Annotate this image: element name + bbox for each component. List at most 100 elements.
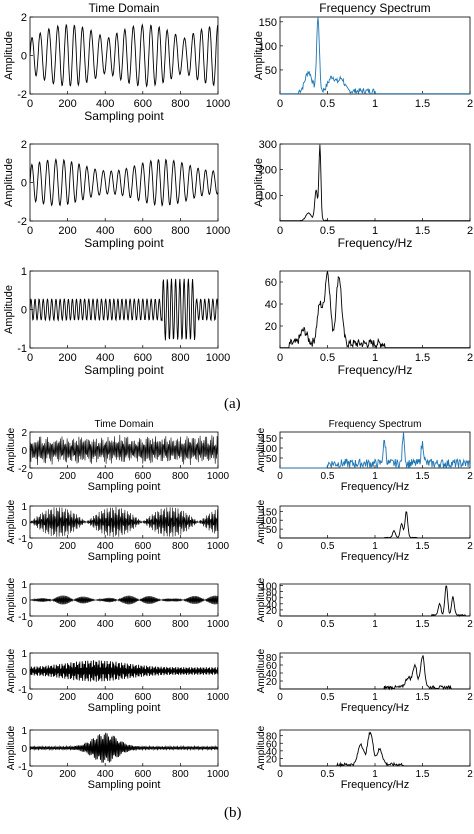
series-line	[29, 660, 219, 682]
y-tick-label: 100	[260, 582, 277, 593]
x-tick-label: 400	[97, 619, 114, 630]
x-tick-label: 200	[58, 98, 76, 110]
y-tick-label: 200	[259, 165, 277, 177]
x-tick-label: 200	[59, 619, 76, 630]
y-tick-label: 20	[266, 677, 278, 688]
y-axis-label: Amplitude	[253, 31, 265, 80]
y-tick-label: 50	[266, 525, 278, 536]
panel-b-label: (b)	[224, 805, 242, 821]
x-tick-label: 800	[172, 769, 189, 780]
x-tick-label: 1.5	[416, 692, 430, 703]
x-axis-label: Sampling point	[88, 779, 161, 791]
y-tick-label: 40	[266, 600, 278, 611]
y-axis-label: Amplitude	[3, 31, 15, 80]
x-tick-label: 400	[97, 541, 114, 552]
x-tick-label: 0.5	[321, 692, 335, 703]
x-axis-label: Sampling point	[88, 481, 161, 493]
x-tick-label: 1	[372, 352, 378, 364]
x-tick-label: 600	[134, 692, 151, 703]
y-axis-label: Amplitude	[3, 158, 15, 207]
x-tick-label: 1000	[206, 225, 230, 237]
x-axis-label: Frequency/Hz	[341, 702, 409, 714]
x-tick-label: 600	[134, 619, 151, 630]
x-tick-label: 2	[467, 471, 473, 482]
x-tick-label: 1000	[206, 98, 230, 110]
x-tick-label: 0	[277, 98, 283, 110]
x-axis-label: Frequency/Hz	[338, 236, 413, 250]
x-axis-label: Frequency/Hz	[338, 363, 413, 377]
x-axis-label: Sampling point	[84, 109, 164, 123]
panel-a-label: (a)	[224, 396, 241, 412]
y-tick-label: 0	[21, 744, 27, 755]
y-tick-label: -1	[17, 343, 27, 355]
x-tick-label: 0	[277, 471, 283, 482]
y-tick-label: 20	[265, 321, 277, 333]
x-tick-label: 2	[467, 352, 473, 364]
x-tick-label: 800	[172, 471, 189, 482]
series-line	[280, 431, 471, 469]
x-tick-label: 2	[467, 541, 473, 552]
y-axis-label: Amplitude	[3, 285, 15, 334]
y-tick-label: 2	[21, 12, 27, 24]
x-tick-label: 800	[172, 541, 189, 552]
y-tick-label: 0	[21, 446, 27, 457]
y-tick-label: 40	[266, 747, 278, 758]
y-tick-label: 80	[266, 732, 278, 743]
x-tick-label: 2	[467, 225, 473, 237]
y-axis-label: Amplitude	[253, 158, 265, 207]
y-tick-label: 0	[21, 518, 27, 529]
series-line	[280, 731, 470, 768]
y-tick-label: 50	[265, 65, 277, 77]
x-tick-label: 600	[134, 225, 152, 237]
x-tick-label: 1.5	[415, 352, 430, 364]
subplot-6: 0 0.5 1 1.5 2 20 40 60 Frequency/Hz	[265, 270, 473, 377]
x-tick-label: 2	[467, 619, 473, 630]
plot-frame	[279, 583, 471, 617]
x-tick-label: 200	[59, 471, 76, 482]
x-tick-label: 0	[277, 692, 283, 703]
y-tick-label: -1	[18, 534, 27, 545]
y-tick-label: 0	[21, 178, 27, 190]
y-axis-label: Amplitude	[256, 648, 267, 693]
y-tick-label: -2	[17, 89, 27, 101]
x-tick-label: 1000	[206, 352, 230, 364]
chart-title: Time Domain	[94, 419, 153, 430]
x-tick-label: 0	[277, 769, 283, 780]
y-axis-label: Amplitude	[6, 427, 17, 472]
y-tick-label: -1	[18, 762, 27, 773]
y-tick-label: 40	[266, 669, 278, 680]
x-tick-label: 1.5	[415, 98, 430, 110]
y-axis-label: Amplitude	[6, 499, 17, 544]
x-tick-label: 200	[59, 769, 76, 780]
y-tick-label: 1	[21, 649, 27, 660]
x-axis-label: Sampling point	[84, 236, 164, 250]
series-line	[280, 16, 470, 96]
x-tick-label: 1	[372, 692, 378, 703]
y-tick-label: 150	[260, 434, 277, 445]
y-tick-label: 60	[266, 661, 278, 672]
x-tick-label: 600	[134, 769, 151, 780]
x-tick-label: 1	[372, 619, 378, 630]
subplot-4: 0 0.5 1 1.5 2 100 200 300 Frequency/Hz Amplitude	[253, 139, 473, 250]
series-line	[29, 278, 219, 341]
x-tick-label: 800	[172, 692, 189, 703]
x-tick-label: 0	[27, 98, 33, 110]
x-tick-label: 1.5	[416, 619, 430, 630]
x-tick-label: 1.5	[416, 471, 430, 482]
x-tick-label: 1	[372, 541, 378, 552]
x-axis-label: Sampling point	[88, 702, 161, 714]
y-axis-label: Amplitude	[256, 499, 267, 544]
x-tick-label: 400	[97, 471, 114, 482]
x-tick-label: 400	[97, 769, 114, 780]
x-tick-label: 600	[134, 471, 151, 482]
x-tick-label: 600	[134, 98, 152, 110]
x-tick-label: 1000	[207, 769, 230, 780]
x-tick-label: 600	[134, 352, 152, 364]
